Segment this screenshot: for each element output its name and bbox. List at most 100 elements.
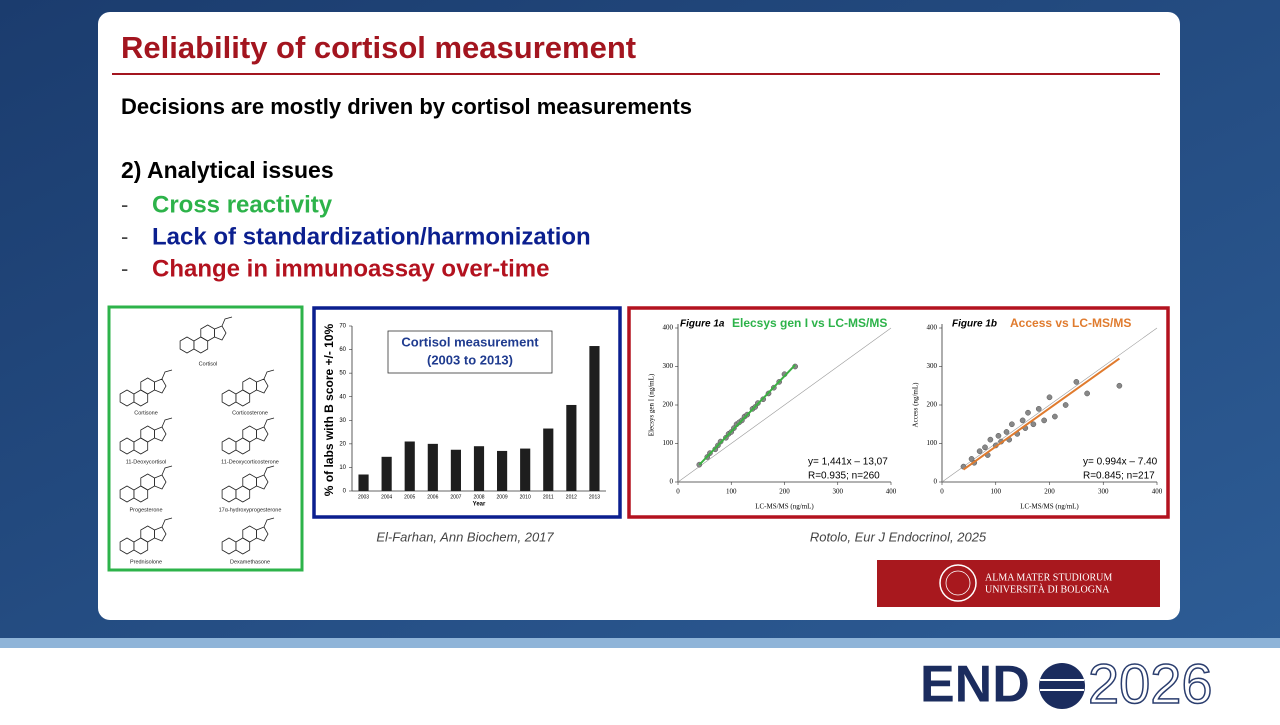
point: [968, 456, 975, 462]
structure-label: Corticosterone: [232, 410, 268, 416]
x-tick-label: 2013: [589, 494, 600, 500]
y-tick-label: 100: [927, 439, 938, 447]
annotation-box: [387, 330, 553, 374]
x-tick-label: 2005: [404, 494, 415, 500]
structures-box: [107, 305, 304, 572]
point: [976, 448, 983, 455]
point: [982, 444, 988, 451]
equation: y= 0.994x – 7.40: [1083, 457, 1158, 468]
chart-title: Elecsys gen I vs LC-MS/MS: [732, 316, 887, 330]
year: 2026: [1088, 652, 1213, 715]
bar: [497, 450, 508, 491]
bullet-marker: -: [121, 224, 128, 249]
reference-line: [941, 327, 1158, 483]
point: [1116, 382, 1123, 389]
bullet-marker: -: [121, 192, 128, 217]
equation: R=0.845; n=217: [1083, 471, 1155, 482]
x-tick-label: 2004: [381, 494, 392, 500]
fit-line: [698, 364, 796, 466]
x-tick-label: 100: [991, 488, 1002, 496]
structure-label: Cortisone: [134, 410, 158, 416]
annotation: (2003 to 2013): [427, 352, 513, 367]
reference-line: [677, 327, 892, 483]
bar: [589, 346, 600, 491]
bullet-text: Lack of standardization/harmonization: [152, 223, 591, 250]
seal: [939, 564, 977, 602]
bar: [450, 449, 461, 491]
x-tick-label: 2003: [358, 494, 369, 500]
figure-label: Figure 1b: [952, 319, 997, 330]
card: [98, 12, 1180, 620]
section: 2) Analytical issues: [121, 157, 334, 183]
point: [1084, 390, 1090, 397]
y-tick-label: 0: [670, 478, 674, 486]
y-tick-label: 400: [927, 324, 938, 332]
bar: [566, 404, 577, 491]
point: [1035, 406, 1042, 412]
x-tick-label: 2006: [427, 494, 438, 500]
y-tick-label: 0: [343, 489, 347, 495]
point: [987, 436, 994, 443]
x-tick-label: 300: [833, 488, 844, 496]
y-axis-label: Elecsys gen I (ng/mL): [648, 373, 656, 436]
y-tick-label: 50: [339, 371, 346, 377]
point: [1041, 417, 1047, 424]
figure-label: Figure 1a: [680, 319, 725, 330]
y-tick-label: 400: [663, 324, 674, 332]
bar: [473, 446, 485, 491]
x-tick-label: 200: [779, 488, 790, 496]
stripe: [0, 638, 1280, 648]
x-axis-label: LC-MS/MS (ng/mL): [1020, 503, 1079, 511]
point: [1003, 429, 1010, 435]
chart-title: Access vs LC-MS/MS: [1010, 316, 1131, 330]
structure-label: Dexamethasone: [230, 559, 270, 565]
bar: [381, 456, 392, 491]
structure-label: 11-Deoxycorticosterone: [221, 459, 279, 465]
point: [1062, 402, 1069, 408]
y-axis-label: % of labs with B score +/- 10%: [322, 323, 336, 496]
structure-label: Cortisol: [199, 361, 218, 367]
x-tick-label: 0: [940, 488, 944, 496]
logo-line2: UNIVERSITÀ DI BOLOGNA: [985, 583, 1110, 595]
bar: [543, 428, 554, 491]
bar: [358, 474, 369, 491]
structure-label: Progesterone: [129, 507, 162, 513]
bullet-marker: -: [121, 256, 128, 281]
scatter-box: [627, 306, 1170, 519]
y-tick-label: 300: [663, 362, 674, 370]
annotation: Cortisol measurement: [401, 334, 539, 349]
equation: R=0.935; n=260: [808, 471, 880, 482]
point: [1073, 379, 1080, 385]
globe: [1039, 663, 1085, 709]
y-tick-label: 200: [663, 401, 674, 409]
bar: [427, 443, 438, 491]
structure-label: 11-Deoxycortisol: [126, 459, 167, 465]
x-tick-label: 100: [726, 488, 737, 496]
y-tick-label: 100: [663, 439, 674, 447]
logo-box: [877, 560, 1160, 607]
x-tick-label: 0: [676, 488, 680, 496]
bar: [520, 448, 531, 491]
point: [1030, 421, 1037, 428]
x-tick-label: 2010: [520, 494, 531, 500]
x-tick-label: 2011: [543, 494, 554, 500]
point: [995, 432, 1002, 439]
x-tick-label: 300: [1098, 488, 1109, 496]
x-tick-label: 2008: [473, 494, 484, 500]
lead: Decisions are mostly driven by cortisol …: [121, 94, 692, 119]
point: [1019, 417, 1026, 424]
seal-inner: [945, 570, 971, 596]
caption: El-Farhan, Ann Biochem, 2017: [376, 529, 554, 544]
x-tick-label: 200: [1044, 488, 1055, 496]
y-tick-label: 10: [339, 465, 346, 471]
x-tick-label: 2007: [450, 494, 461, 500]
title: Reliability of cortisol measurement: [121, 30, 636, 65]
bullet-text: Change in immunoassay over-time: [152, 255, 549, 282]
y-tick-label: 70: [339, 324, 346, 330]
y-tick-label: 200: [927, 401, 938, 409]
x-axis-label: LC-MS/MS (ng/mL): [755, 503, 814, 511]
caption: Rotolo, Eur J Endocrinol, 2025: [810, 529, 987, 544]
x-tick-label: 400: [1152, 488, 1163, 496]
